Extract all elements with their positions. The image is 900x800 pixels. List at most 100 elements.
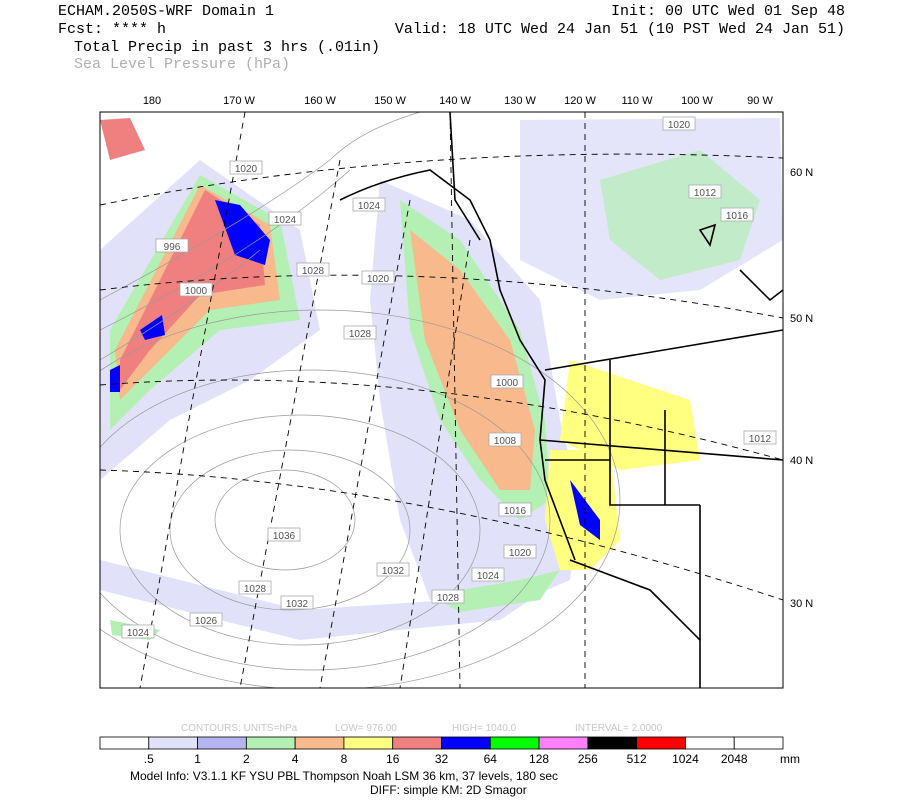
valid-time: Valid: 18 UTC Wed 24 Jan 51 (10 PST Wed … — [395, 21, 845, 38]
contour-label: 1026 — [195, 616, 218, 627]
colorbar-swatch — [685, 736, 735, 750]
longitude-label: 90 W — [747, 95, 773, 107]
colorbar-swatch — [441, 736, 491, 750]
contour-label-box — [155, 238, 189, 253]
contour-label-box — [503, 544, 537, 559]
latitude-label: 40 N — [790, 455, 813, 467]
colorbar-label: 1 — [194, 752, 201, 766]
contour-interval: INTERVAL= 2.0000 — [575, 723, 663, 734]
model-info: Model Info: V3.1.1 KF YSU PBL Thompson N… — [130, 769, 558, 783]
colorbar-label: .5 — [144, 752, 154, 766]
longitude-label: 150 W — [374, 95, 406, 107]
contour-label: 1020 — [367, 274, 390, 285]
colorbar-label: 16 — [386, 752, 400, 766]
colorbar-unit: mm — [780, 752, 800, 766]
contour-label-box — [179, 282, 213, 297]
colorbar-label: 128 — [529, 752, 549, 766]
field-secondary: Sea Level Pressure (hPa) — [74, 56, 290, 73]
contour-label-box — [267, 527, 301, 542]
map: 180 170 W 160 W 150 W 140 W 130 W 120 W 110 W 10… — [99, 95, 813, 689]
colorbar-swatch — [587, 736, 638, 750]
colorbar-swatch — [99, 736, 150, 750]
contour-label: 1016 — [504, 506, 527, 517]
contour-label: 1020 — [509, 548, 532, 559]
contour-label-box — [361, 270, 395, 285]
contour-label-box — [471, 567, 505, 582]
contour-label: 1012 — [749, 434, 772, 445]
colorbar-swatch — [343, 736, 394, 750]
latitude-label: 50 N — [790, 313, 813, 325]
contour-label-box — [189, 612, 223, 627]
contour-label: 1024 — [477, 571, 500, 582]
colorbar-swatch — [489, 736, 540, 750]
contour-label-box — [662, 116, 696, 131]
longitude-label: 110 W — [622, 95, 654, 107]
contour-label: 1020 — [668, 120, 691, 131]
contour-label-box — [121, 624, 155, 639]
colorbar: .5 1 2 4 8 16 32 64 128 256 512 1024 2048 mm — [99, 736, 800, 766]
colorbar-label: 2 — [243, 752, 250, 766]
contour-label-box — [376, 562, 410, 577]
diff-info: DIFF: simple KM: 2D Smagor — [370, 783, 527, 797]
contour-label: 1032 — [286, 599, 309, 610]
field-primary: Total Precip in past 3 hrs (.01in) — [74, 39, 380, 56]
contour-label-box — [498, 502, 532, 517]
contour-label-box — [229, 160, 263, 175]
colorbar-label: 32 — [435, 752, 449, 766]
contour-units: CONTOURS: UNITS=hPa — [181, 723, 298, 734]
colorbar-swatch — [392, 736, 442, 750]
contour-label: 1000 — [185, 286, 208, 297]
contour-label: 1012 — [694, 188, 717, 199]
longitude-label: 170 W — [223, 95, 255, 107]
forecast-hour: Fcst: **** h — [58, 21, 166, 38]
colorbar-label: 512 — [627, 752, 647, 766]
contour-low: LOW= 976.00 — [335, 723, 397, 734]
colorbar-swatch — [294, 736, 345, 750]
contour-label: 1016 — [726, 211, 749, 222]
longitude-label: 100 W — [681, 95, 713, 107]
contour-label: 1024 — [127, 628, 150, 639]
contour-label-box — [688, 184, 722, 199]
contour-label: 1024 — [358, 201, 381, 212]
contour-label-box — [720, 207, 754, 222]
contour-label-box — [352, 197, 386, 212]
longitude-label: 130 W — [504, 95, 536, 107]
contour-label-box — [743, 430, 777, 445]
contour-high: HIGH= 1040.0 — [452, 723, 517, 734]
contour-label-box — [431, 589, 465, 604]
colorbar-swatch — [733, 736, 784, 750]
contour-label: 1028 — [349, 329, 372, 340]
init-time: Init: 00 UTC Wed 01 Sep 48 — [611, 3, 845, 20]
contour-label-box — [238, 580, 272, 595]
colorbar-label: 64 — [484, 752, 498, 766]
map-frame — [99, 111, 784, 689]
contour-label: 996 — [164, 242, 181, 253]
colorbar-swatch — [148, 736, 198, 750]
contour-label-box — [296, 262, 330, 277]
contour-label: 1028 — [302, 266, 325, 277]
contour-label: 1000 — [496, 378, 519, 389]
contour-label-box — [490, 374, 524, 389]
longitude-label: 160 W — [304, 95, 336, 107]
colorbar-label: 1024 — [672, 752, 699, 766]
colorbar-swatch — [636, 736, 686, 750]
colorbar-label: 4 — [292, 752, 299, 766]
contour-label-box — [343, 325, 377, 340]
contour-label-box — [280, 595, 314, 610]
colorbar-swatch — [538, 736, 589, 750]
contour-label: 1024 — [274, 215, 297, 226]
model-title: ECHAM.2050S-WRF Domain 1 — [58, 3, 274, 20]
colorbar-label: 256 — [578, 752, 598, 766]
colorbar-label: 2048 — [721, 752, 748, 766]
contour-label: 1008 — [494, 436, 517, 447]
longitude-label: 140 W — [439, 95, 471, 107]
contour-label-box — [268, 211, 302, 226]
longitude-label: 120 W — [564, 95, 596, 107]
contour-label: 1028 — [244, 584, 267, 595]
contour-label-box — [488, 432, 522, 447]
contour-label: 1036 — [273, 531, 296, 542]
latitude-label: 30 N — [790, 598, 813, 610]
contour-label: 1020 — [235, 164, 258, 175]
